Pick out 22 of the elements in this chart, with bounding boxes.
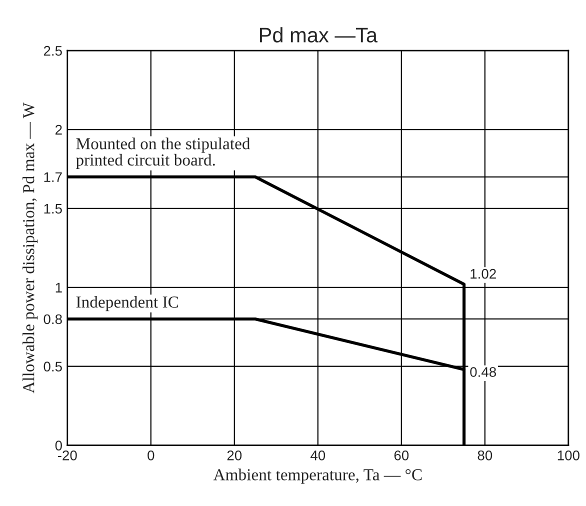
x-tick-label: 100 (558, 450, 580, 460)
y-tick-label: 0.5 (44, 362, 62, 372)
y-tick-label: 2.5 (44, 46, 62, 56)
x-tick-label: 80 (478, 450, 492, 460)
x-tick-label: 40 (310, 450, 326, 460)
data-label: 1.02 (470, 268, 496, 279)
chart-title: Pd max —Ta (260, 27, 378, 42)
series-label: Mounted on the stipulated printed circuit board. (76, 138, 250, 170)
y-tick-label: 1.5 (44, 204, 62, 214)
x-tick-label: 60 (394, 450, 409, 460)
data-label: 0.48 (470, 367, 496, 377)
x-tick-label: 0 (148, 450, 154, 460)
y-axis-title: Allowable power dissipation, Pd max — W (22, 102, 38, 394)
series-label: Independent IC (76, 296, 178, 312)
y-tick-label: 1 (56, 282, 62, 292)
y-tick-label: 0.8 (44, 314, 62, 324)
y-tick-label: 1.7 (44, 172, 62, 182)
x-axis-title: Ambient temperature, Ta — °C (213, 468, 422, 484)
y-tick-label: 0 (55, 440, 62, 450)
x-tick-label: 20 (227, 450, 242, 460)
x-tick-label: -20 (58, 450, 77, 460)
y-tick-label: 2 (56, 124, 62, 135)
